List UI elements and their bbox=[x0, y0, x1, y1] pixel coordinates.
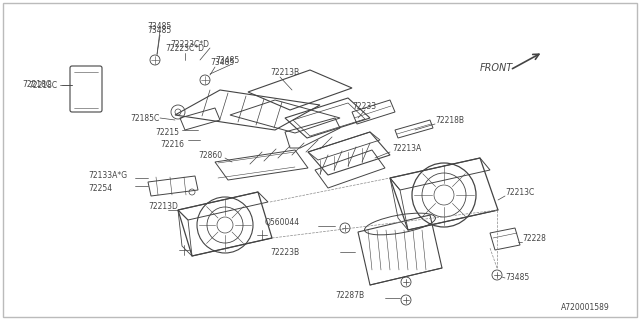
Text: 72223B: 72223B bbox=[270, 247, 299, 257]
Text: 72228: 72228 bbox=[522, 234, 546, 243]
Text: 73485: 73485 bbox=[210, 58, 234, 67]
Text: 72223C*D: 72223C*D bbox=[165, 44, 204, 52]
Text: 72213B: 72213B bbox=[270, 68, 299, 76]
Text: 72218C: 72218C bbox=[28, 81, 57, 90]
Text: 72213A: 72213A bbox=[392, 143, 421, 153]
Text: 73485: 73485 bbox=[147, 21, 172, 30]
Text: 72215: 72215 bbox=[155, 127, 179, 137]
Text: 73485: 73485 bbox=[505, 274, 529, 283]
Text: 72185C: 72185C bbox=[130, 114, 159, 123]
Text: 72860: 72860 bbox=[198, 150, 222, 159]
Text: 73485: 73485 bbox=[215, 55, 239, 65]
Text: 72254: 72254 bbox=[88, 183, 112, 193]
Text: FRONT: FRONT bbox=[480, 63, 513, 73]
Text: 72218C: 72218C bbox=[22, 79, 51, 89]
Text: 72287B: 72287B bbox=[335, 292, 364, 300]
Text: 72213C: 72213C bbox=[505, 188, 534, 196]
Text: 72133A*G: 72133A*G bbox=[88, 171, 127, 180]
Text: 72216: 72216 bbox=[160, 140, 184, 148]
Text: Q560044: Q560044 bbox=[265, 218, 300, 227]
Text: 72218B: 72218B bbox=[435, 116, 464, 124]
Text: 72223C*D: 72223C*D bbox=[170, 39, 209, 49]
Text: A720001589: A720001589 bbox=[561, 303, 610, 312]
Text: 72233: 72233 bbox=[352, 101, 376, 110]
Text: 72213D: 72213D bbox=[148, 202, 178, 211]
Text: 73485: 73485 bbox=[147, 26, 172, 35]
